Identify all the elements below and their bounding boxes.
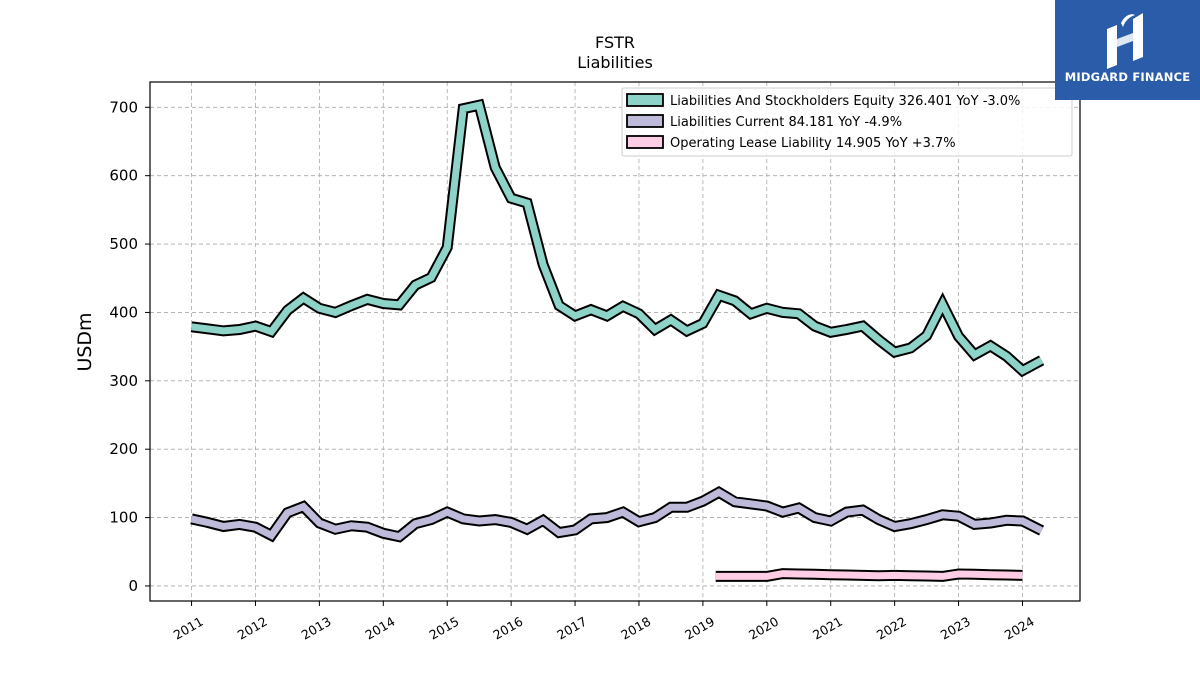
legend-box [621,87,1073,157]
x-tick-label: 2020 [746,614,781,643]
legend-label-equity: Liabilities And Stockholders Equity 326.… [670,94,1020,109]
series-lines [190,98,1045,582]
x-tick-label: 2019 [682,614,717,643]
y-tick-label: 700 [109,98,138,116]
x-tick-label: 2017 [554,614,589,643]
series-lease-line [715,568,1023,582]
series-fill-line [191,101,1044,375]
y-tick-label: 200 [109,440,138,458]
x-tick-label: 2013 [299,614,334,643]
x-tick-label: 2014 [363,614,398,643]
series-fill-line [715,570,1023,580]
x-tick-label: 2023 [938,614,973,643]
x-tick-label: 2018 [618,614,653,643]
chart-title: FSTR [595,33,635,52]
y-tick-label: 600 [109,167,138,185]
legend: Liabilities And Stockholders Equity 326.… [621,87,1073,157]
logo-text: MIDGARD FINANCE [1064,70,1191,84]
x-tick-label: 2022 [874,614,909,643]
legend-swatch-lease [626,135,664,149]
logo-mark-icon [1107,13,1143,69]
legend-swatch-current [626,114,664,128]
x-axis-ticks: 2011 2012 2013 2014 2015 2016 2017 2018 2019 2020… [171,601,1037,643]
legend-label-current: Liabilities Current 84.181 YoY -4.9% [670,115,902,130]
y-tick-label: 400 [109,303,138,321]
midgard-finance-logo: MIDGARD FINANCE [1055,0,1200,100]
plot-frame [149,81,1081,602]
grid-lines [150,82,1080,601]
x-tick-label: 2016 [490,614,525,643]
legend-label-lease: Operating Lease Liability 14.905 YoY +3.… [670,136,956,151]
x-tick-label: 2021 [810,614,845,643]
x-tick-label: 2011 [171,614,206,643]
x-tick-label: 2012 [235,614,270,643]
y-tick-label: 0 [128,577,138,595]
y-tick-label: 100 [109,509,138,527]
series-equity-line [190,98,1045,378]
y-axis-ticks: 0 100 200 300 400 500 600 700 [109,98,150,595]
series-current-line [190,485,1045,543]
x-tick-label: 2024 [1002,614,1037,643]
series-fill-line [190,488,1044,541]
legend-swatch-equity [626,93,664,107]
y-tick-label: 500 [109,235,138,253]
x-tick-label: 2015 [426,614,461,643]
y-tick-label: 300 [109,372,138,390]
y-axis-label: USDm [74,312,96,371]
chart-subtitle: Liabilities [577,53,653,72]
